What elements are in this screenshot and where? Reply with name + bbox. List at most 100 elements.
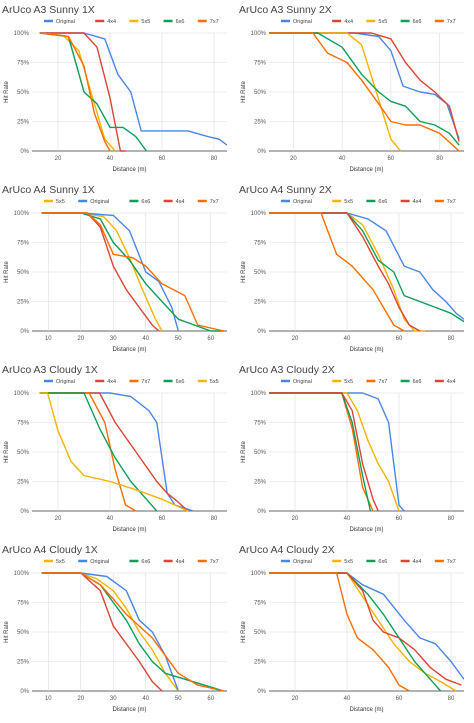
legend-label: 6x6 [378,559,387,565]
y-tick-label: 25% [17,120,30,126]
legend-entry: 7x7 [197,19,219,25]
x-tick-label: 60 [396,696,403,702]
legend-entry: 5x5 [129,19,150,25]
y-axis-label: Hit Rate [4,81,10,103]
legend-label: 6x6 [413,19,422,25]
legend-label: 7x7 [447,19,456,25]
x-tick-label: 80 [436,156,443,162]
x-tick-label: 50 [175,696,182,702]
legend-label: 7x7 [210,559,219,565]
legend-entry: 4x4 [400,559,421,565]
y-tick-label: 100% [251,31,267,37]
x-tick-label: 60 [207,696,214,702]
x-tick-label: 80 [448,336,455,342]
legend-entry: 5x5 [332,379,353,385]
y-tick-label: 0% [257,509,266,515]
x-axis-label: Distance (m) [349,527,383,533]
x-tick-label: 20 [77,696,84,702]
y-tick-label: 50% [254,450,267,456]
legend-label: Original [90,199,109,205]
series-line-original [269,212,464,320]
legend-label: 6x6 [141,199,150,205]
chart-title: ArUco A4 Sunny 2X [239,184,332,196]
series-line-4x4 [269,212,421,332]
x-tick-label: 40 [344,516,351,522]
y-tick-label: 50% [254,270,267,276]
x-tick-label: 40 [344,336,351,342]
y-tick-label: 0% [20,149,29,155]
y-axis-label: Hit Rate [4,441,10,463]
legend-label: 6x6 [413,379,422,385]
x-tick-label: 60 [388,156,395,162]
x-tick-label: 40 [142,336,149,342]
series-line-6x6 [39,32,147,152]
legend-label: 4x4 [176,559,185,565]
legend-entry: 6x6 [163,19,184,25]
legend-entry: 4x4 [95,19,116,25]
x-axis-label: Distance (m) [349,707,383,713]
x-axis-label: Distance (m) [112,167,146,173]
chart-svg-4: ArUco A3 Cloudy 1X Original 4x4 7x7 6x6 5x5 0%… [2,364,227,533]
legend-entry: Original [281,379,312,385]
x-tick-label: 20 [292,336,299,342]
x-axis-label: Distance (m) [349,347,383,353]
legend-label: 6x6 [141,559,150,565]
legend-entry: Original [44,379,75,385]
y-tick-label: 75% [17,601,30,607]
y-axis-label: Hit Rate [241,261,247,283]
legend-label: Original [293,559,312,565]
legend-entry: Original [78,559,109,565]
legend-entry: 5x5 [366,19,387,25]
legend-entry: Original [44,19,75,25]
chart-panel-2: ArUco A4 Sunny 1X 5x5 Original 6x6 4x4 7x7 0% 2… [0,181,237,361]
x-tick-label: 60 [396,516,403,522]
legend-label: 5x5 [56,559,65,565]
legend-entry: 7x7 [366,379,387,385]
legend-entry: 4x4 [400,199,421,205]
legend-entry: 7x7 [129,379,150,385]
y-tick-label: 25% [254,120,267,126]
legend-label: Original [293,379,312,385]
y-tick-label: 25% [17,660,30,666]
y-tick-label: 50% [254,630,267,636]
legend-label: 4x4 [107,19,116,25]
y-tick-label: 75% [254,421,267,427]
y-tick-label: 100% [251,391,267,397]
chart-svg-2: ArUco A4 Sunny 1X 5x5 Original 6x6 4x4 7x7 0% 2… [2,184,227,353]
chart-svg-1: ArUco A3 Sunny 2X Original 4x4 5x5 6x6 7x7 0% 2… [239,4,464,173]
legend-entry: 4x4 [332,19,353,25]
series-line-6x6 [269,32,460,146]
legend-entry: 6x6 [400,19,422,25]
y-tick-label: 25% [254,480,267,486]
legend-entry: Original [281,19,312,25]
y-tick-label: 100% [14,211,30,217]
x-tick-label: 80 [211,156,218,162]
x-tick-label: 80 [211,516,218,522]
chart-panel-0: ArUco A3 Sunny 1X Original 4x4 5x5 6x6 7x7 0% 2… [0,1,237,181]
legend-entry: 7x7 [434,19,456,25]
chart-svg-6: ArUco A4 Cloudy 1X 5x5 Original 6x6 4x4 7x7 0%… [2,544,227,713]
series-line-5x5 [269,572,457,692]
x-tick-label: 40 [142,696,149,702]
series-line-5x5 [269,392,400,512]
y-tick-label: 75% [254,61,267,67]
series-line-4x4 [269,32,460,142]
x-axis-label: Distance (m) [112,347,146,353]
y-tick-label: 25% [254,660,267,666]
series-line-7x7 [269,212,405,332]
legend-entry: 6x6 [400,379,422,385]
y-tick-label: 100% [251,571,267,577]
series-line-6x6 [269,212,464,323]
legend-label: Original [293,19,312,25]
legend-label: Original [56,379,75,385]
legend-label: 7x7 [141,379,150,385]
series-line-6x6 [41,212,224,332]
y-axis-label: Hit Rate [241,621,247,643]
x-tick-label: 40 [107,516,114,522]
series-line-7x7 [269,32,460,152]
series-line-7x7 [269,572,410,692]
legend-label: 7x7 [210,199,219,205]
x-tick-label: 10 [45,696,52,702]
legend-entry: 4x4 [434,379,456,385]
y-tick-label: 75% [254,241,267,247]
